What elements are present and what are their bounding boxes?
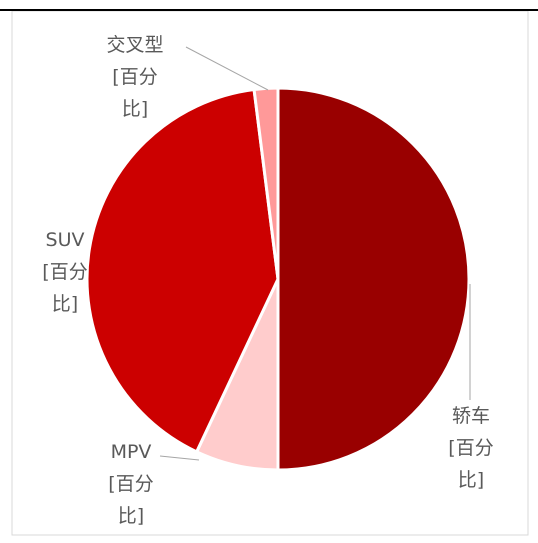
value-label: [百分比] <box>42 261 88 315</box>
pie-slice <box>252 86 280 280</box>
value-label: [百分比] <box>448 437 494 491</box>
data-label: 交叉型 [百分比] <box>104 29 166 125</box>
pie-slice <box>276 86 471 472</box>
data-label: SUV [百分比] <box>34 224 96 320</box>
data-label: 轿车 [百分比] <box>440 400 502 496</box>
leader-line <box>159 455 200 461</box>
value-label: [百分比] <box>108 473 154 527</box>
leader-line <box>185 46 269 91</box>
value-label: [百分比] <box>112 66 158 120</box>
data-label: MPV [百分比] <box>100 436 162 532</box>
category-label: 交叉型 <box>106 34 164 56</box>
category-label: MPV <box>110 441 152 463</box>
category-label: 轿车 <box>451 405 490 427</box>
category-label: SUV <box>45 229 85 251</box>
pie-slice <box>85 87 280 454</box>
